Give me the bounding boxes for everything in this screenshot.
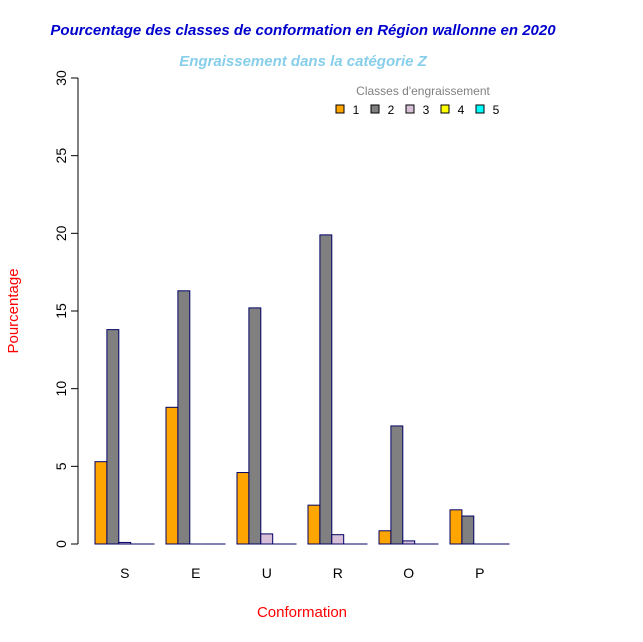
y-tick-label: 10	[53, 381, 69, 397]
legend-swatch-5	[475, 104, 485, 114]
y-tick-label: 0	[53, 540, 69, 548]
chart-subtitle: Engraissement dans la catégorie Z	[179, 53, 427, 70]
bar-P-2	[461, 515, 475, 545]
bar-R-2	[319, 234, 333, 545]
chart-title: Pourcentage des classes de conformation …	[50, 22, 556, 39]
bar-O-2	[390, 425, 404, 545]
legend-swatch-4	[440, 104, 450, 114]
bar-U-3	[260, 533, 274, 545]
bar-R-1	[307, 504, 321, 545]
bar-U-1	[236, 472, 250, 545]
y-tick-label: 5	[53, 462, 69, 470]
legend-swatch-3	[405, 104, 415, 114]
y-tick-label: 20	[53, 225, 69, 241]
y-tick-label: 25	[53, 148, 69, 164]
bar-S-3	[118, 541, 132, 545]
legend-label: 1	[353, 103, 360, 117]
bar-R-3	[331, 534, 345, 545]
y-tick-label: 30	[53, 70, 69, 86]
x-tick-label: S	[120, 565, 129, 581]
x-tick-label: E	[191, 565, 200, 581]
bar-U-2	[248, 307, 262, 545]
bar-E-2	[177, 290, 191, 545]
y-axis-label: Pourcentage	[5, 268, 22, 353]
x-tick-label: R	[333, 565, 343, 581]
legend-label: 3	[423, 103, 430, 117]
bar-S-2	[106, 329, 120, 545]
bar-S-1	[94, 461, 108, 545]
bar-P-1	[449, 509, 463, 545]
bar-O-3	[402, 540, 416, 545]
legend-label: 4	[458, 103, 465, 117]
x-tick-label: U	[262, 565, 272, 581]
legend-swatch-2	[370, 104, 380, 114]
x-axis-label: Conformation	[257, 604, 347, 621]
legend-swatch-1	[335, 104, 345, 114]
x-tick-label: O	[403, 565, 414, 581]
legend-title: Classes d'engraissement	[356, 84, 490, 98]
y-tick-label: 15	[53, 303, 69, 319]
legend-label: 5	[493, 103, 500, 117]
legend-label: 2	[388, 103, 395, 117]
bar-E-1	[165, 406, 179, 545]
bar-O-1	[378, 530, 392, 545]
x-tick-label: P	[475, 565, 484, 581]
